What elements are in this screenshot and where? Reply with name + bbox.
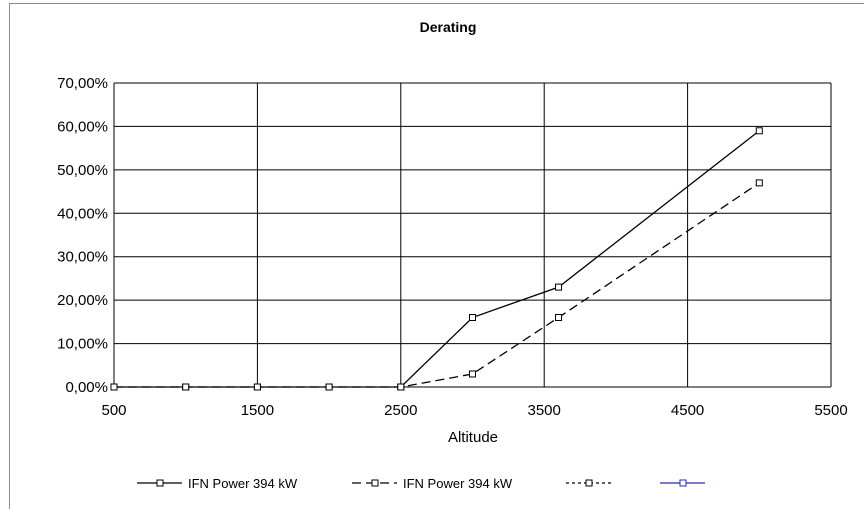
x-tick-label-1: 1500 xyxy=(241,402,274,419)
y-axis-ticks: 0,00% 10,00% 20,00% 30,00% 40,00% 50,00% 60,00… xyxy=(57,75,108,396)
series-0-point-6 xyxy=(555,283,563,291)
series-1-point-7 xyxy=(755,179,763,187)
y-tick-label-3: 30,00% xyxy=(57,249,108,266)
y-tick-label-6: 60,00% xyxy=(57,118,108,135)
x-axis-label: Altitude xyxy=(448,429,498,446)
chart-frame xyxy=(9,3,864,509)
x-tick-label-2: 2500 xyxy=(384,402,417,419)
legend-label-1: IFN Power 394 kW xyxy=(403,476,513,491)
y-tick-label-2: 20,00% xyxy=(57,292,108,309)
series-1-point-6 xyxy=(555,314,563,322)
legend-marker-0 xyxy=(156,479,164,487)
series-group xyxy=(110,127,763,391)
chart-title: Derating xyxy=(420,19,477,35)
legend-marker-3 xyxy=(679,479,687,487)
series-1-point-0 xyxy=(110,383,118,391)
series-1-point-4 xyxy=(397,383,405,391)
x-tick-label-3: 3500 xyxy=(528,402,561,419)
x-tick-label-0: 500 xyxy=(101,402,126,419)
y-tick-label-1: 10,00% xyxy=(57,336,108,353)
y-tick-label-4: 40,00% xyxy=(57,205,108,222)
legend: IFN Power 394 kW IFN Power 394 kW xyxy=(137,476,705,491)
series-0-point-5 xyxy=(469,314,476,322)
x-tick-label-5: 5500 xyxy=(814,402,847,419)
legend-label-0: IFN Power 394 kW xyxy=(188,476,298,491)
x-tick-label-4: 4500 xyxy=(671,402,704,419)
series-1-point-5 xyxy=(469,370,476,378)
series-1-point-1 xyxy=(182,383,190,391)
legend-marker-1 xyxy=(371,479,379,487)
y-tick-label-0: 0,00% xyxy=(65,379,108,396)
gridlines xyxy=(113,82,832,388)
series-line-0 xyxy=(114,130,760,388)
series-1-point-3 xyxy=(325,383,333,391)
y-tick-label-5: 50,00% xyxy=(57,162,108,179)
series-0-point-7 xyxy=(755,127,763,135)
series-1-point-2 xyxy=(253,383,261,391)
legend-marker-2 xyxy=(585,479,593,487)
y-tick-label-7: 70,00% xyxy=(57,75,108,92)
x-axis-ticks: 500 1500 2500 3500 4500 5500 xyxy=(101,402,847,419)
